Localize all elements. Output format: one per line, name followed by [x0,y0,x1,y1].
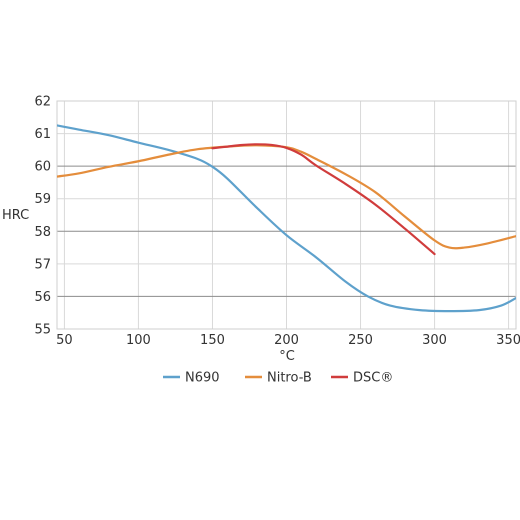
y-tick-label-60: 60 [34,160,51,175]
y-tick-label-62: 62 [34,95,51,110]
series-lines [57,124,516,313]
x-axis-title: °C [279,349,295,364]
y-tick-label-56: 56 [34,290,51,305]
x-tick-label-300: 300 [422,333,447,348]
x-tick-label-150: 150 [200,333,225,348]
y-tick-label-58: 58 [34,225,51,240]
legend-label-n690: N690 [185,371,220,386]
legend-label-dsc: DSC® [353,371,393,386]
y-axis-title: HRC [2,208,29,223]
series-line-n690 [57,124,516,313]
series-line-nitro-b [57,144,516,250]
y-tick-label-61: 61 [34,127,51,142]
x-tick-label-350: 350 [496,333,520,348]
legend-label-nitro-b: Nitro-B [267,371,312,386]
x-tick-label-50: 50 [56,333,73,348]
axes: 55 56 57 58 59 60 61 62 50 100 150 200 250 300 350 HRC °… [2,95,520,365]
x-tick-label-200: 200 [274,333,299,348]
x-tick-label-100: 100 [126,333,151,348]
series-line-dsc [211,143,436,256]
x-tick-label-250: 250 [348,333,373,348]
y-tick-label-55: 55 [34,323,51,338]
y-tick-label-59: 59 [34,192,51,207]
grid-lines [56,100,517,330]
plot-area-border [56,100,517,330]
y-tick-label-57: 57 [34,257,51,272]
legend: N690 Nitro-B DSC® [163,371,393,386]
